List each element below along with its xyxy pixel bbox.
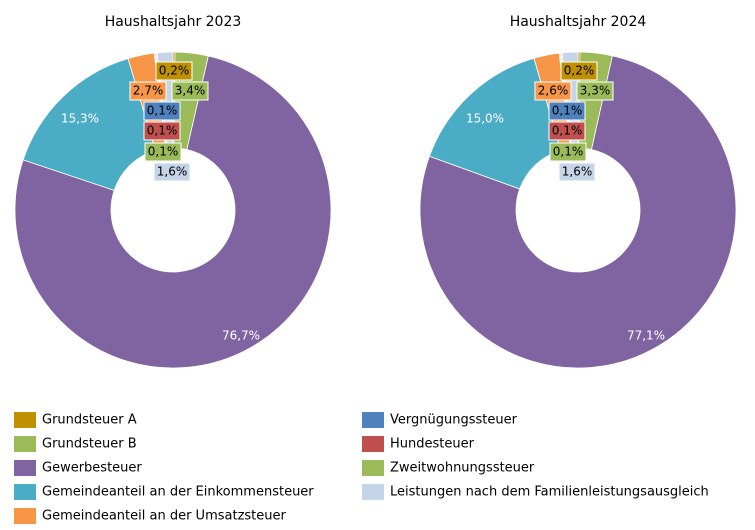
legend-swatch	[14, 436, 36, 452]
legend-label: Gemeindeanteil an der Umsatzsteuer	[42, 509, 287, 524]
legend-swatch	[14, 508, 36, 524]
value-label: 0,2%	[564, 64, 595, 78]
legend-swatch	[14, 484, 36, 500]
label-box	[153, 162, 191, 182]
legend-label: Zweitwohnungssteuer	[390, 461, 535, 476]
label-box	[171, 81, 209, 101]
value-label: 0,2%	[159, 64, 190, 78]
value-label: 76,7%	[222, 329, 260, 343]
value-label: 2,7%	[133, 84, 164, 98]
label-box	[534, 81, 572, 101]
slice	[419, 55, 737, 369]
legend-swatch	[362, 436, 384, 452]
legend-label: Gewerbesteuer	[42, 461, 142, 476]
value-label: 2,6%	[538, 84, 569, 98]
legend-label: Leistungen nach dem Familienleistungsaus…	[390, 485, 709, 500]
value-label: 77,1%	[627, 329, 665, 343]
legend-swatch	[362, 460, 384, 476]
label-box	[558, 162, 596, 182]
legend-swatch	[362, 412, 384, 428]
value-label: 0,1%	[552, 104, 583, 118]
legend-label: Gemeindeanteil an der Einkommensteuer	[42, 485, 314, 500]
slice	[22, 58, 156, 191]
label-box	[129, 81, 167, 101]
legend-label: Hundesteuer	[390, 437, 475, 452]
legend-label: Vergnügungssteuer	[390, 413, 518, 428]
value-label: 1,6%	[157, 165, 188, 179]
legend-swatch	[14, 412, 36, 428]
label-box	[144, 142, 182, 162]
label-box	[560, 61, 598, 81]
label-box	[549, 142, 587, 162]
legend-label: Grundsteuer A	[42, 413, 137, 428]
slice	[428, 57, 562, 190]
value-label: 0,1%	[553, 145, 584, 159]
label-box	[548, 101, 586, 121]
value-label: 0,1%	[147, 124, 178, 138]
value-label: 1,6%	[562, 165, 593, 179]
label-box	[548, 121, 586, 141]
value-label: 0,1%	[148, 145, 179, 159]
value-label: 3,3%	[580, 84, 611, 98]
label-box	[576, 81, 614, 101]
label-box	[143, 101, 181, 121]
legend-swatch	[14, 460, 36, 476]
label-box	[155, 61, 193, 81]
legend-label: Grundsteuer B	[42, 437, 137, 452]
value-label: 0,1%	[147, 104, 178, 118]
slice	[14, 55, 332, 369]
chart-title: Haushaltsjahr 2023	[105, 14, 242, 30]
value-label: 15,3%	[61, 112, 99, 126]
legend-swatch	[362, 484, 384, 500]
value-label: 0,1%	[552, 124, 583, 138]
chart-title: Haushaltsjahr 2024	[510, 14, 647, 30]
label-box	[143, 121, 181, 141]
value-label: 3,4%	[175, 84, 206, 98]
value-label: 15,0%	[466, 112, 504, 126]
